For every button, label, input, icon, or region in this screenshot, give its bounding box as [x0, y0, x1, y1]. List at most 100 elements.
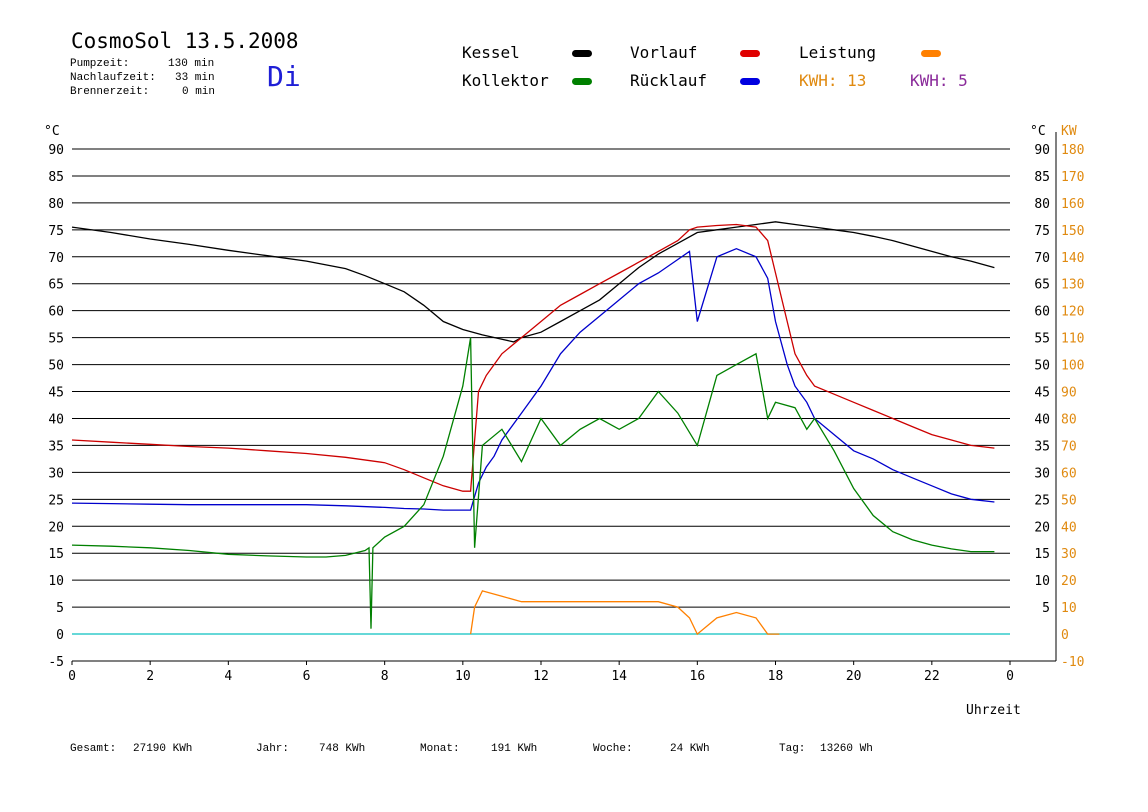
x-tick-label: 14	[611, 669, 627, 684]
legend-ruecklauf-label: Rücklauf	[630, 71, 708, 90]
y-right-temp-unit: °C	[1030, 124, 1046, 139]
chart-title: CosmoSol 13.5.2008	[71, 29, 299, 53]
y-right-power-tick-label: 0	[1061, 628, 1069, 643]
total-woche-label: Woche:	[593, 743, 633, 755]
overrun-time-value: 33 min	[175, 72, 215, 84]
series-line-kollektor	[71, 337, 995, 629]
y-right-power-tick-label: 20	[1061, 574, 1077, 589]
total-monat-label: Monat:	[420, 743, 460, 755]
total-tag-label: Tag:	[779, 743, 806, 755]
series-line-kessel	[71, 221, 995, 343]
legend-leistung-label: Leistung	[799, 43, 877, 62]
y-right-temp-tick-label: 55	[1034, 332, 1050, 347]
y-left-tick-label: 50	[48, 359, 64, 374]
x-tick-label: 10	[455, 669, 471, 684]
x-axis-label: Uhrzeit	[966, 703, 1021, 718]
x-tick-label: 0	[68, 669, 76, 684]
y-right-power-tick-label: 30	[1061, 547, 1077, 562]
y-right-temp-tick-label: 35	[1034, 439, 1050, 454]
total-gesamt-label: Gesamt:	[70, 743, 117, 755]
y-right-power-tick-label: 80	[1061, 412, 1077, 427]
y-right-temp-tick-label: 5	[1042, 601, 1050, 616]
y-left-tick-label: 5	[56, 601, 64, 616]
legend-leistung-swatch	[921, 50, 941, 57]
total-jahr-label: Jahr:	[256, 743, 290, 755]
y-right-temp-tick-label: 25	[1034, 493, 1050, 508]
y-right-power-tick-label: 130	[1061, 278, 1084, 293]
total-jahr-value: 748 KWh	[319, 743, 366, 755]
overrun-time-label: Nachlaufzeit:	[70, 72, 156, 84]
y-right-temp-tick-label: 70	[1034, 251, 1050, 266]
y-left-tick-label: -5	[48, 655, 64, 670]
y-left-tick-label: 55	[48, 332, 64, 347]
y-left-tick-label: 80	[48, 197, 64, 212]
y-right-temp-tick-label: 60	[1034, 305, 1050, 320]
y-right-power-tick-label: 100	[1061, 359, 1084, 374]
x-tick-label: 16	[690, 669, 706, 684]
y-left-tick-label: 40	[48, 412, 64, 427]
legend-kessel-swatch	[572, 50, 592, 57]
x-tick-label: 18	[768, 669, 784, 684]
series-line-vorlauf	[71, 223, 995, 492]
total-monat-value: 191 KWh	[491, 743, 538, 755]
y-right-temp-tick-label: 30	[1034, 466, 1050, 481]
y-left-tick-label: 10	[48, 574, 64, 589]
y-right-power-tick-label: 150	[1061, 224, 1084, 239]
y-left-tick-label: 75	[48, 224, 64, 239]
y-left-tick-label: 20	[48, 520, 64, 535]
y-right-power-tick-label: 50	[1061, 493, 1077, 508]
x-tick-label: 12	[533, 669, 549, 684]
y-right-power-tick-label: -10	[1061, 655, 1084, 670]
legend-kollektor-swatch	[572, 78, 592, 85]
total-woche-value: 24 KWh	[670, 743, 710, 755]
y-left-tick-label: 70	[48, 251, 64, 266]
x-tick-label: 8	[381, 669, 389, 684]
legend-kollektor-label: Kollektor	[462, 71, 549, 90]
y-left-tick-label: 25	[48, 493, 64, 508]
legend-vorlauf-label: Vorlauf	[630, 43, 698, 62]
weekday-label: Di	[267, 60, 301, 93]
y-right-power-tick-label: 60	[1061, 466, 1077, 481]
y-left-tick-label: 60	[48, 305, 64, 320]
legend-kessel-label: Kessel	[462, 43, 520, 62]
kwh-orange-label: KWH: 13	[799, 71, 867, 90]
y-right-power-tick-label: 180	[1061, 143, 1084, 158]
total-tag-value: 13260 Wh	[820, 743, 873, 755]
y-right-power-tick-label: 40	[1061, 520, 1077, 535]
burner-time-label: Brennerzeit:	[70, 86, 150, 98]
y-right-power-tick-label: 160	[1061, 197, 1084, 212]
y-right-temp-tick-label: 65	[1034, 278, 1050, 293]
y-right-temp-tick-label: 40	[1034, 412, 1050, 427]
x-tick-label: 6	[303, 669, 311, 684]
y-right-temp-tick-label: 90	[1034, 143, 1050, 158]
y-right-power-tick-label: 10	[1061, 601, 1077, 616]
y-right-temp-tick-label: 80	[1034, 197, 1050, 212]
y-right-power-tick-label: 120	[1061, 305, 1084, 320]
burner-time-value: 0 min	[182, 86, 216, 98]
y-left-tick-label: 35	[48, 439, 64, 454]
x-tick-label: 2	[146, 669, 154, 684]
y-right-temp-tick-label: 15	[1034, 547, 1050, 562]
x-tick-label: 20	[846, 669, 862, 684]
y-right-temp-tick-label: 75	[1034, 224, 1050, 239]
y-left-axis-unit: °C	[44, 124, 60, 139]
y-right-power-tick-label: 90	[1061, 386, 1077, 401]
y-right-power-tick-label: 110	[1061, 332, 1084, 347]
y-left-tick-label: 65	[48, 278, 64, 293]
y-left-tick-label: 15	[48, 547, 64, 562]
x-tick-label: 0	[1006, 669, 1014, 684]
y-left-tick-label: 90	[48, 143, 64, 158]
series-line-rcklauf	[71, 247, 995, 511]
pump-time-value: 130 min	[168, 58, 215, 70]
y-right-temp-tick-label: 10	[1034, 574, 1050, 589]
x-tick-label: 22	[924, 669, 940, 684]
y-right-power-tick-label: 170	[1061, 170, 1084, 185]
y-right-temp-tick-label: 50	[1034, 359, 1050, 374]
y-right-power-tick-label: 140	[1061, 251, 1084, 266]
legend-vorlauf-swatch	[740, 50, 760, 57]
y-right-temp-tick-label: 85	[1034, 170, 1050, 185]
y-left-tick-label: 0	[56, 628, 64, 643]
y-left-tick-label: 30	[48, 466, 64, 481]
y-right-power-tick-label: 70	[1061, 439, 1077, 454]
